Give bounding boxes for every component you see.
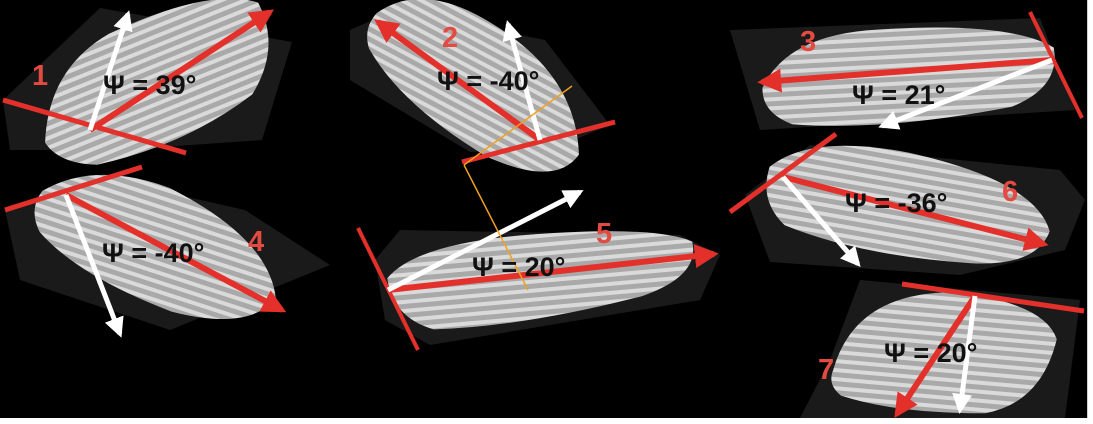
specimen-6: [728, 131, 1085, 275]
specimen-6-baseline: [728, 131, 838, 215]
specimen-7: [800, 280, 1085, 418]
specimen-4-baseline: [4, 164, 143, 213]
specimen-1-white-arrow: [87, 10, 133, 131]
specimen-2-number: 2: [442, 22, 459, 54]
specimen-3-fossil: [762, 27, 1055, 126]
specimen-2-red-arrow: [374, 19, 542, 143]
specimen-4-psi-label: Ψ = -40°: [102, 238, 205, 268]
specimen-3-number: 3: [800, 26, 817, 58]
specimen-7-fossil: [831, 292, 1057, 414]
specimen-7-white-arrow: [952, 295, 978, 414]
specimen-2: [350, 0, 616, 172]
specimen-3-baseline: [1028, 11, 1084, 119]
specimen-6-number: 6: [1002, 176, 1019, 208]
specimen-2-white-arrow: [502, 20, 543, 141]
specimen-7-red-arrow: [894, 294, 978, 418]
specimen-1: [2, 0, 292, 165]
specimen-3-red-arrow: [757, 57, 1053, 93]
specimen-2-psi-label: Ψ = -40°: [437, 66, 540, 96]
specimen-1-number: 1: [32, 60, 49, 92]
specimen-3-psi-label: Ψ = 21°: [852, 80, 946, 110]
specimen-4-white-arrow: [63, 194, 124, 338]
specimen-7-psi-label: Ψ = 20°: [884, 338, 978, 368]
specimen-4-red-arrow: [64, 192, 287, 313]
specimen-1-psi-label: Ψ = 39°: [103, 70, 197, 100]
specimen-6-red-arrow: [782, 174, 1049, 251]
specimen-7-number: 7: [818, 354, 835, 386]
specimen-3: [730, 11, 1084, 130]
specimen-5: [356, 164, 720, 351]
specimen-7-baseline: [901, 281, 1085, 314]
specimen-4: [4, 164, 330, 338]
specimen-5-white-arrow: [386, 189, 584, 293]
specimen-5-number: 5: [596, 218, 613, 250]
specimen-1-red-arrow: [88, 9, 275, 133]
specimen-5-red-arrow: [387, 244, 719, 293]
specimen-6-white-arrow: [781, 175, 861, 268]
construction-line-2: [463, 164, 529, 291]
specimen-3-white-arrow: [878, 57, 1053, 130]
specimen-5-psi-label: Ψ = 20°: [472, 252, 566, 282]
specimen-4-number: 4: [248, 226, 265, 258]
specimen-6-psi-label: Ψ = -36°: [845, 188, 948, 218]
specimen-6-fossil: [766, 145, 1050, 264]
specimen-5-fossil: [387, 231, 694, 330]
construction-line-1: [463, 85, 573, 166]
